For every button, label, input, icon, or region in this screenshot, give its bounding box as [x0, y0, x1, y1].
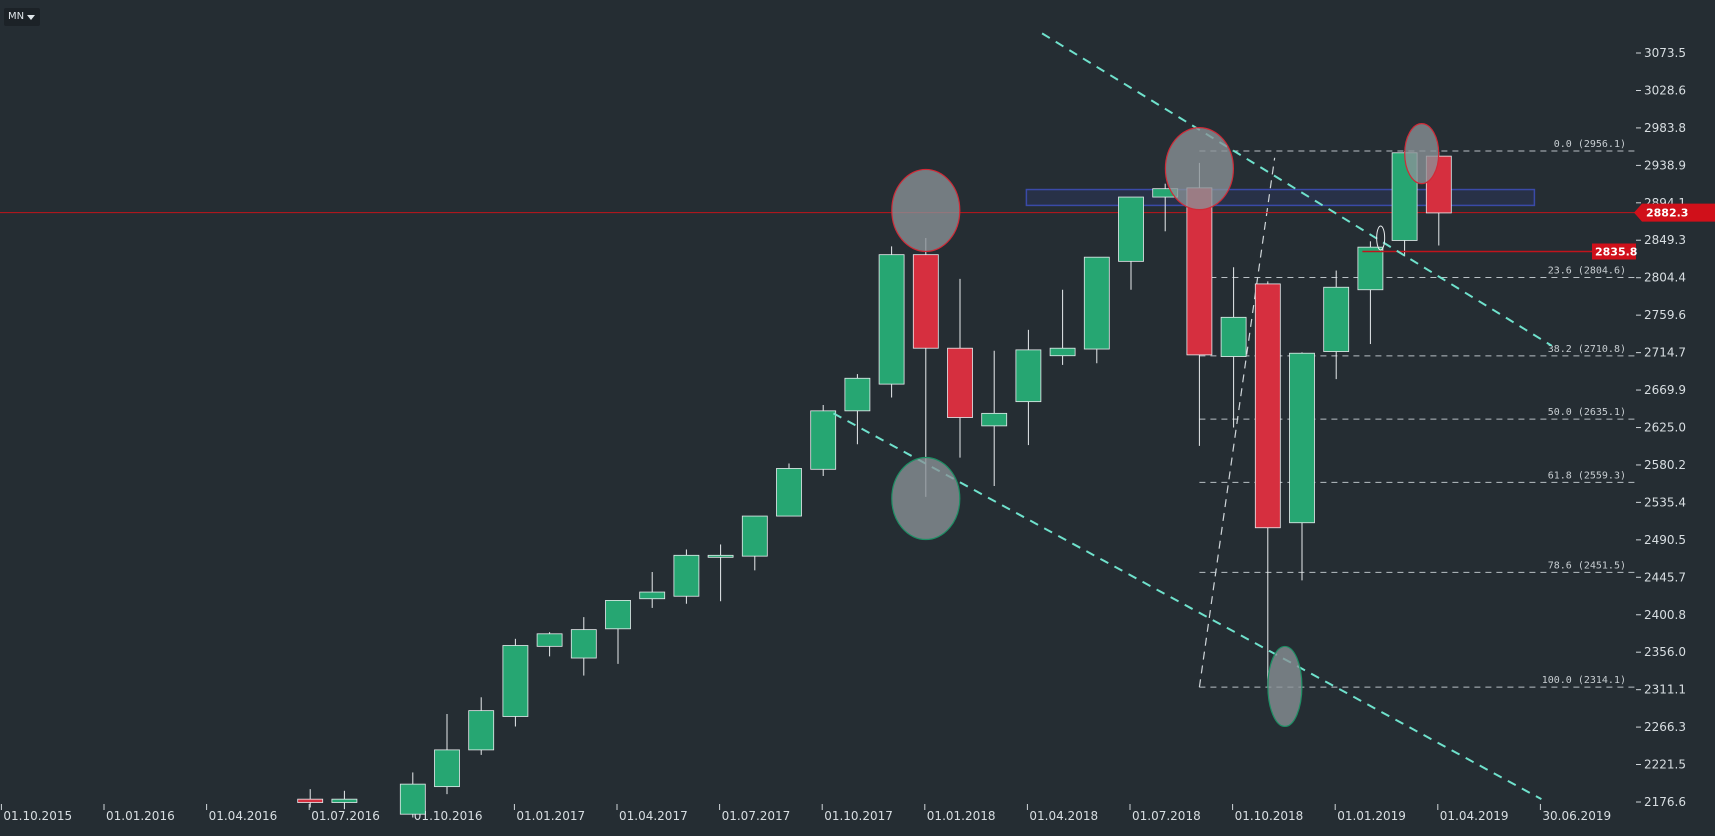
y-tick-label: 2311.1	[1644, 683, 1686, 697]
top-marker	[891, 168, 961, 253]
y-tick-label: 2983.8	[1644, 121, 1686, 135]
candle-bull	[502, 645, 529, 717]
level-price-badge-label: 2835.8	[1595, 246, 1637, 259]
y-tick-label: 2759.6	[1644, 308, 1686, 322]
y-tick-label: 2714.7	[1644, 346, 1686, 360]
x-tick-label: 01.01.2019	[1337, 809, 1406, 823]
candle-bull	[844, 377, 871, 412]
timeframe-label: MN	[8, 11, 25, 22]
candle-bull	[741, 515, 768, 557]
resistance-zone	[1025, 188, 1536, 207]
y-tick-label: 2804.4	[1644, 271, 1686, 285]
marker-ellipse	[1376, 225, 1386, 251]
fib-level-label: 38.2 (2710.8)	[1548, 344, 1626, 355]
candle-bull	[468, 710, 495, 751]
y-tick-label: 2490.5	[1644, 533, 1686, 547]
current-price-badge-label: 2882.3	[1646, 207, 1688, 220]
fib-level-label: 50.0 (2635.1)	[1548, 407, 1626, 418]
candle-bull	[1289, 352, 1315, 524]
y-tick-label: 2221.5	[1644, 758, 1686, 772]
candle-bull	[776, 468, 802, 517]
candle-bull	[1049, 347, 1076, 357]
x-tick-label: 01.10.2018	[1235, 809, 1304, 823]
x-tick-label: 01.04.2017	[619, 809, 688, 823]
x-tick-label: 01.01.2016	[106, 809, 175, 823]
y-tick-label: 2266.3	[1644, 720, 1686, 734]
candle-bull	[1118, 196, 1144, 262]
x-tick-label: 01.04.2016	[209, 809, 278, 823]
x-tick-label: 01.10.2016	[414, 809, 483, 823]
x-tick-label: 01.07.2017	[722, 809, 791, 823]
y-tick-label: 2938.9	[1644, 158, 1686, 172]
fib-level-label: 78.6 (2451.5)	[1548, 560, 1626, 571]
x-tick-label: 01.07.2016	[311, 809, 380, 823]
top-marker	[1164, 127, 1235, 211]
y-tick-label: 3028.6	[1644, 83, 1686, 97]
candle-bear	[1186, 187, 1213, 356]
candle-bear	[1254, 283, 1281, 529]
x-tick-label: 01.07.2018	[1132, 809, 1201, 823]
current-price-badge	[1634, 203, 1715, 222]
candle-bear	[912, 254, 939, 349]
candle-bull	[878, 254, 905, 385]
candle-bull	[1015, 349, 1042, 403]
candle-bull	[707, 554, 734, 558]
fib-level-label: 61.8 (2559.3)	[1548, 470, 1626, 481]
y-tick-label: 2669.9	[1644, 383, 1686, 397]
fib-level-label: 0.0 (2956.1)	[1554, 139, 1626, 150]
candle-bull	[673, 554, 700, 597]
y-tick-label: 2625.0	[1644, 421, 1686, 435]
y-tick-label: 2445.7	[1644, 570, 1686, 584]
bottom-marker	[891, 456, 961, 541]
y-tick-label: 3073.5	[1644, 46, 1686, 60]
x-tick-label: 01.01.2017	[516, 809, 585, 823]
fib-level-label: 23.6 (2804.6)	[1548, 266, 1626, 277]
chevron-down-icon	[27, 15, 35, 20]
y-tick-label: 2400.8	[1644, 608, 1686, 622]
x-tick-label: 01.04.2018	[1029, 809, 1098, 823]
x-tick-label: 01.10.2015	[3, 809, 72, 823]
candle-bull	[639, 591, 666, 600]
candle-bull	[331, 798, 358, 803]
level-price-badge	[1592, 243, 1636, 260]
candle-bull	[434, 749, 460, 788]
candle-bull	[570, 629, 597, 659]
y-tick-label: 2580.2	[1644, 458, 1686, 472]
top-marker	[1404, 123, 1440, 185]
bottom-marker	[1267, 645, 1303, 728]
candle-bull	[981, 412, 1008, 427]
trendline	[1041, 32, 1553, 347]
candle-bull	[399, 783, 426, 815]
candle-bear	[947, 347, 973, 418]
candle-bull	[605, 600, 631, 630]
timeframe-selector[interactable]: MN	[4, 8, 40, 26]
candle-bull	[810, 410, 837, 470]
x-tick-label: 30.06.2019	[1542, 809, 1611, 823]
y-tick-label: 2176.6	[1644, 795, 1686, 809]
candle-bull	[1357, 246, 1384, 291]
y-tick-label: 2356.0	[1644, 645, 1686, 659]
fib-diagonal-line	[1198, 157, 1276, 688]
y-tick-label: 2849.3	[1644, 233, 1686, 247]
fib-level-label: 100.0 (2314.1)	[1542, 675, 1626, 686]
candle-bull	[1220, 316, 1247, 357]
y-tick-label: 2535.4	[1644, 495, 1686, 509]
x-tick-label: 01.01.2018	[927, 809, 996, 823]
candle-bull	[1083, 256, 1110, 350]
candle-bull	[1323, 286, 1350, 352]
candle-bear	[297, 798, 324, 803]
x-tick-label: 01.10.2017	[824, 809, 893, 823]
candle-bull	[536, 633, 563, 647]
x-tick-label: 01.04.2019	[1440, 809, 1509, 823]
